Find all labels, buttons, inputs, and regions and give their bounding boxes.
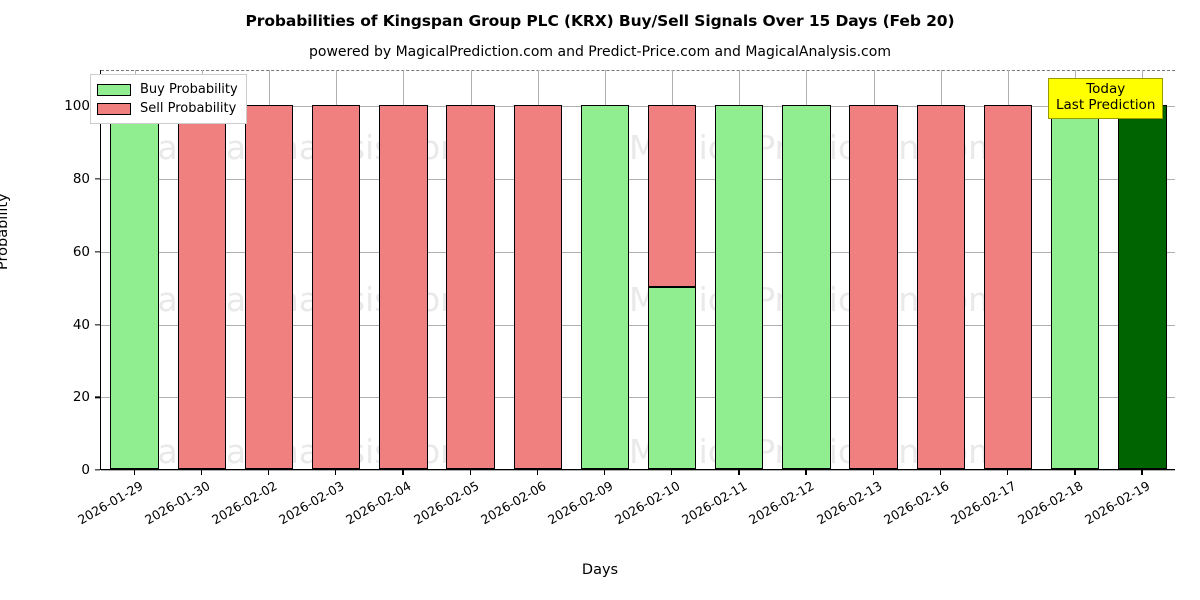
bar-segment[interactable] bbox=[849, 105, 898, 469]
y-axis-tick-label: 80 bbox=[72, 171, 90, 188]
bar-segment[interactable] bbox=[379, 105, 428, 469]
y-axis-tick-label: 0 bbox=[81, 462, 90, 478]
today-annotation-line1: Today bbox=[1086, 81, 1126, 97]
bar-column[interactable] bbox=[446, 69, 495, 469]
bar-segment[interactable] bbox=[513, 105, 562, 469]
x-axis-tick-labels: 2026-01-29 2026-01-30 2026-02-02 2026-02-03… bbox=[75, 478, 1175, 568]
bar-segment[interactable] bbox=[177, 105, 226, 469]
x-axis-ticks bbox=[100, 470, 1175, 480]
bar-segment[interactable] bbox=[916, 105, 966, 469]
x-axis-tick-mark bbox=[1074, 470, 1076, 475]
today-annotation-line2: Last Prediction bbox=[1056, 96, 1156, 113]
bar-column[interactable] bbox=[1051, 69, 1100, 469]
chart-title: Probabilities of Kingspan Group PLC (KRX… bbox=[245, 12, 955, 30]
chart-subtitle: powered by MagicalPrediction.com and Pre… bbox=[309, 44, 891, 60]
y-axis-tick-mark bbox=[95, 396, 100, 398]
bar-column[interactable] bbox=[311, 69, 361, 469]
legend-swatch bbox=[97, 83, 131, 96]
plot-area: MagicalAnalysis.comMagicalPrediction.com… bbox=[100, 70, 1175, 471]
bar-column[interactable] bbox=[177, 69, 226, 469]
y-axis-tick-label: 40 bbox=[72, 316, 90, 333]
bar-column[interactable] bbox=[916, 69, 966, 469]
y-axis-tick-mark bbox=[95, 469, 100, 471]
bar-column[interactable] bbox=[110, 69, 159, 469]
legend-item[interactable]: Buy Probability bbox=[97, 80, 238, 99]
x-axis-tick-mark bbox=[1141, 470, 1143, 475]
bar-segment[interactable] bbox=[715, 105, 764, 469]
bar-segment[interactable] bbox=[1118, 105, 1167, 469]
bar-column[interactable] bbox=[849, 69, 898, 469]
x-axis-tick-mark bbox=[738, 470, 740, 475]
x-axis-tick-mark bbox=[335, 470, 337, 475]
legend-swatch bbox=[97, 102, 131, 115]
y-axis-tick-mark bbox=[95, 323, 100, 326]
y-axis: 0 20 40 60 80 100 bbox=[0, 70, 100, 478]
bar-column[interactable] bbox=[244, 69, 294, 469]
x-axis-tick-mark bbox=[402, 470, 404, 475]
x-axis-tick-mark bbox=[939, 470, 942, 475]
legend: Buy Probability Sell Probability bbox=[90, 74, 247, 124]
bar-segment[interactable] bbox=[983, 105, 1033, 469]
bar-series-layer bbox=[101, 70, 1175, 469]
legend-item[interactable]: Sell Probability bbox=[97, 99, 238, 118]
x-axis-tick-mark bbox=[200, 470, 203, 475]
y-axis-tick-mark bbox=[95, 178, 100, 180]
x-axis-label: Days bbox=[581, 562, 619, 578]
bar-column[interactable] bbox=[983, 69, 1033, 469]
y-axis-tick-label: 100 bbox=[64, 98, 90, 115]
bar-segment[interactable] bbox=[782, 105, 831, 469]
legend-label: Buy Probability bbox=[140, 82, 238, 97]
legend-label: Sell Probability bbox=[140, 101, 237, 116]
bar-segment[interactable] bbox=[647, 287, 697, 469]
x-axis-tick-mark bbox=[267, 470, 270, 475]
bar-segment[interactable] bbox=[311, 105, 361, 469]
bar-column[interactable] bbox=[782, 69, 831, 469]
y-axis-tick-mark bbox=[95, 251, 100, 253]
x-axis-tick-mark bbox=[1007, 470, 1009, 475]
x-axis-tick-mark bbox=[872, 470, 874, 475]
bar-segment[interactable] bbox=[244, 105, 294, 469]
bar-column[interactable] bbox=[580, 69, 630, 469]
x-axis-tick-mark bbox=[603, 470, 606, 475]
y-axis-label: Probability bbox=[0, 193, 11, 270]
x-axis-tick-mark bbox=[133, 470, 135, 475]
y-axis-tick-label: 60 bbox=[72, 243, 90, 260]
bar-column[interactable] bbox=[513, 69, 562, 469]
bar-segment[interactable] bbox=[110, 105, 159, 469]
bar-segment[interactable] bbox=[580, 105, 630, 469]
bar-column[interactable] bbox=[1118, 69, 1167, 469]
bar-segment[interactable] bbox=[647, 105, 697, 288]
bar-column[interactable] bbox=[379, 69, 428, 469]
x-axis-tick-mark bbox=[469, 470, 471, 475]
x-axis-tick-mark bbox=[671, 470, 673, 475]
bar-segment[interactable] bbox=[1051, 105, 1100, 469]
x-axis-tick-mark bbox=[536, 470, 539, 475]
x-axis-tick-mark bbox=[805, 470, 807, 475]
y-axis-tick-label: 20 bbox=[72, 389, 90, 406]
bar-column[interactable] bbox=[715, 69, 764, 469]
today-annotation: Today Last Prediction bbox=[1048, 78, 1164, 119]
bar-segment[interactable] bbox=[446, 105, 495, 469]
bar-column[interactable] bbox=[647, 69, 697, 469]
